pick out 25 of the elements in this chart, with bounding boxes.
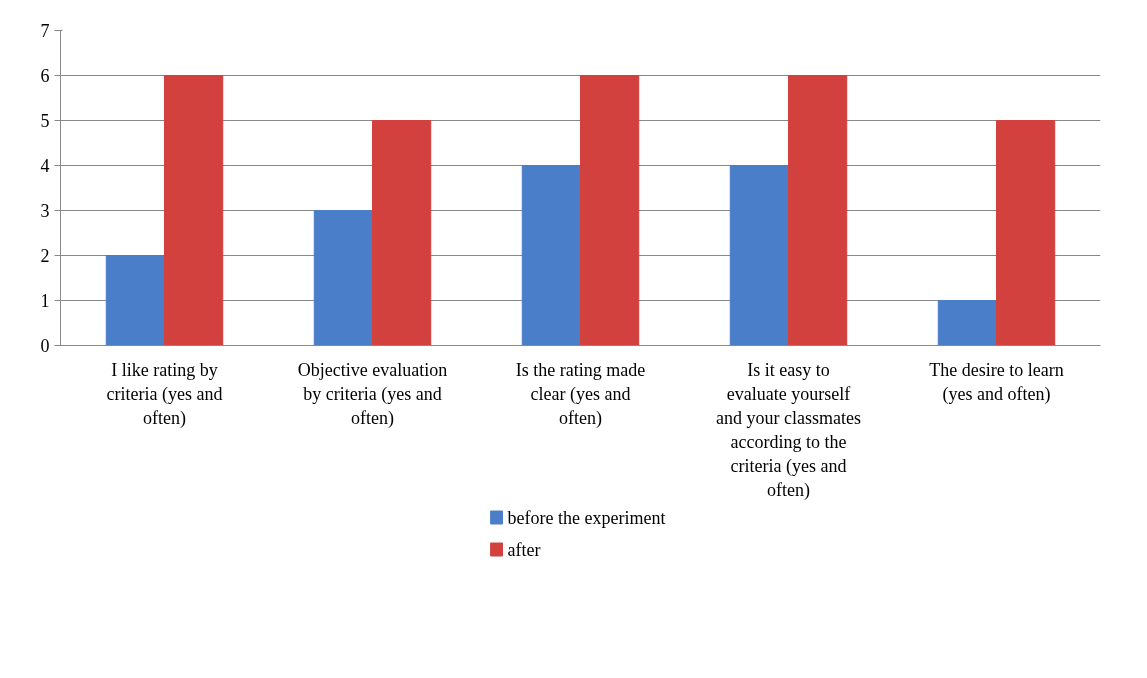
bar [372,120,432,346]
x-tick-label: I like rating by criteria (yes and often) [106,359,223,429]
bar [164,75,224,346]
bar [105,255,165,346]
bar [521,165,581,346]
legend-label: before the experiment [507,507,666,528]
y-tick-label: 1 [40,291,50,311]
bar [788,75,848,346]
y-tick-label: 3 [40,201,50,221]
bar [937,300,997,346]
bar [580,75,640,346]
y-tick-label: 4 [40,156,50,176]
bar [996,120,1056,346]
bar [729,165,789,346]
y-tick-label: 0 [40,336,50,356]
legend-label: after [507,539,541,560]
bar [313,210,373,346]
x-tick-label: Objective evaluation by criteria (yes and often) [297,359,448,429]
x-tick-label: The desire to learn (yes and often) [929,359,1064,405]
y-tick-label: 7 [40,21,50,41]
x-tick-label: Is it easy to evaluate yourself and your classmates according to the criteria (yes and often) [716,359,861,501]
y-tick-label: 6 [40,66,50,86]
y-tick-label: 5 [40,111,50,131]
x-tick-label: Is the rating made clear (yes and often) [515,359,646,429]
y-tick-label: 2 [40,246,50,266]
